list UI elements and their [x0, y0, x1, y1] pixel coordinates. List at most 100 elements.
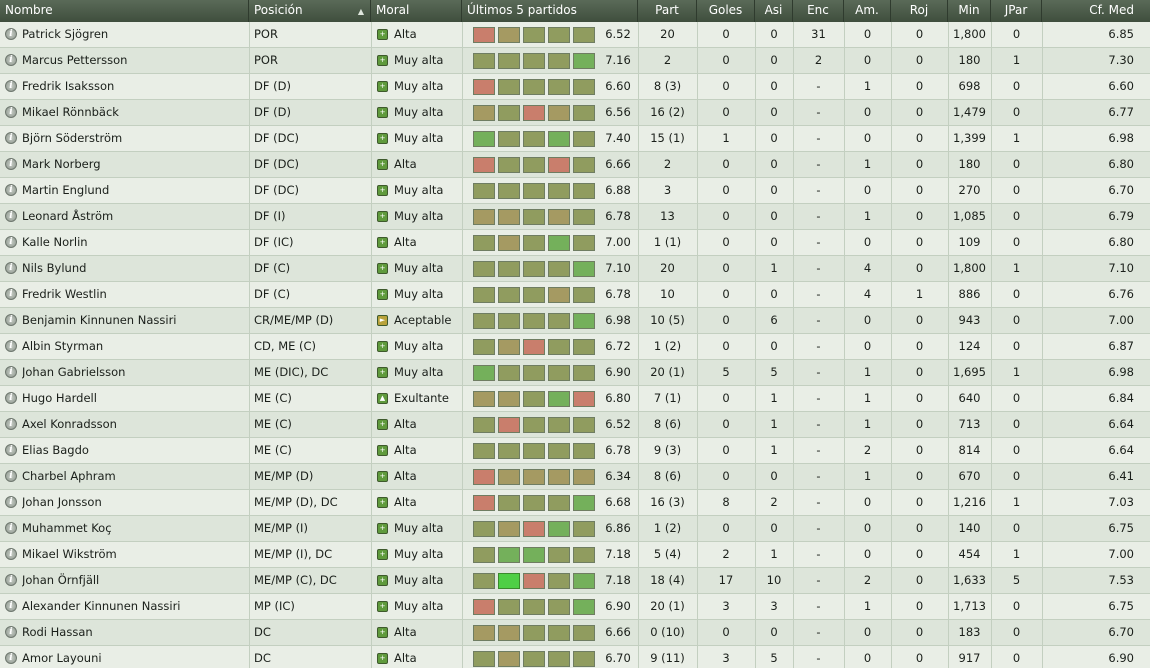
- player-name[interactable]: Patrick Sjögren: [22, 27, 109, 41]
- player-name[interactable]: Johan Gabrielsson: [22, 365, 126, 379]
- table-row[interactable]: i + Charbel Aphram ME/MP (D) Alta 6.34 8 (6) 0 0…: [0, 464, 1150, 490]
- form-box-good[interactable]: [573, 599, 595, 615]
- column-header-red[interactable]: Roj: [891, 0, 948, 22]
- form-box-bad[interactable]: [523, 521, 545, 537]
- table-row[interactable]: i + Muhammet Koç ME/MP (I) Muy alta 6.86 1 (2)…: [0, 516, 1150, 542]
- form-box-fair[interactable]: [573, 443, 595, 459]
- form-box-fair[interactable]: [548, 625, 570, 641]
- form-box-fair[interactable]: [523, 235, 545, 251]
- info-icon[interactable]: i: [5, 600, 17, 612]
- form-box-fair[interactable]: [473, 547, 495, 563]
- table-row[interactable]: i + Fredrik Isaksson DF (D) Muy alta 6.60 8 (3…: [0, 74, 1150, 100]
- form-box-avg[interactable]: [473, 209, 495, 225]
- table-row[interactable]: i + Alexander Kinnunen Nassiri MP (IC) Muy a…: [0, 594, 1150, 620]
- form-box-avg[interactable]: [498, 521, 520, 537]
- form-box-good[interactable]: [473, 365, 495, 381]
- info-icon[interactable]: i: [5, 54, 17, 66]
- form-box-fair[interactable]: [548, 79, 570, 95]
- player-name[interactable]: Elias Bagdo: [22, 443, 89, 457]
- form-box-avg[interactable]: [498, 235, 520, 251]
- player-name[interactable]: Charbel Aphram: [22, 469, 116, 483]
- form-box-good[interactable]: [573, 313, 595, 329]
- column-header-assists[interactable]: Asi: [755, 0, 793, 22]
- form-box-good[interactable]: [473, 131, 495, 147]
- info-icon[interactable]: i: [5, 418, 17, 430]
- form-box-fair[interactable]: [498, 261, 520, 277]
- form-box-fair[interactable]: [498, 287, 520, 303]
- info-icon[interactable]: i: [5, 574, 17, 586]
- table-row[interactable]: i + Johan Örnfjäll ME/MP (C), DC Muy alta 7.1…: [0, 568, 1150, 594]
- form-box-fair[interactable]: [573, 547, 595, 563]
- player-name[interactable]: Marcus Pettersson: [22, 53, 128, 67]
- info-icon[interactable]: i: [5, 444, 17, 456]
- form-box-avg[interactable]: [548, 105, 570, 121]
- form-box-good[interactable]: [498, 547, 520, 563]
- form-box-fair[interactable]: [473, 53, 495, 69]
- form-box-fair[interactable]: [548, 443, 570, 459]
- form-box-avg[interactable]: [523, 469, 545, 485]
- info-icon[interactable]: i: [5, 288, 17, 300]
- form-box-fair[interactable]: [473, 235, 495, 251]
- info-icon[interactable]: i: [5, 236, 17, 248]
- form-box-avg[interactable]: [498, 391, 520, 407]
- form-box-fair[interactable]: [498, 443, 520, 459]
- info-icon[interactable]: i: [5, 652, 17, 664]
- form-box-avg[interactable]: [573, 469, 595, 485]
- form-box-bad[interactable]: [498, 417, 520, 433]
- table-row[interactable]: i + Axel Konradsson ME (C) Alta 6.52 8 (6) 0 1 - 1…: [0, 412, 1150, 438]
- form-box-avg[interactable]: [498, 339, 520, 355]
- info-icon[interactable]: i: [5, 366, 17, 378]
- form-box-fair[interactable]: [498, 131, 520, 147]
- form-box-fair[interactable]: [523, 53, 545, 69]
- player-name[interactable]: Axel Konradsson: [22, 417, 117, 431]
- column-header-avg-rating[interactable]: Cf. Med: [1042, 0, 1150, 22]
- form-box-avg[interactable]: [473, 105, 495, 121]
- form-box-good[interactable]: [573, 573, 595, 589]
- info-icon[interactable]: i: [5, 80, 17, 92]
- table-row[interactable]: i + Marcus Pettersson POR Muy alta 7.16 2 0 0 2 0 0…: [0, 48, 1150, 74]
- form-box-avg[interactable]: [498, 469, 520, 485]
- table-row[interactable]: i + Mikael Rönnbäck DF (D) Muy alta 6.56 16 (2…: [0, 100, 1150, 126]
- table-row[interactable]: i + Johan Jonsson ME/MP (D), DC Alta 6.68 16 (…: [0, 490, 1150, 516]
- form-box-avg[interactable]: [498, 27, 520, 43]
- info-icon[interactable]: i: [5, 340, 17, 352]
- form-box-good[interactable]: [548, 131, 570, 147]
- table-row[interactable]: i + Elias Bagdo ME (C) Alta 6.78 9 (3) 0 1 - 2 0 814…: [0, 438, 1150, 464]
- form-box-fair[interactable]: [548, 339, 570, 355]
- column-header-jpar[interactable]: JPar: [991, 0, 1042, 22]
- column-header-position[interactable]: Posición ▲: [249, 0, 371, 22]
- info-icon[interactable]: i: [5, 548, 17, 560]
- form-box-good[interactable]: [573, 261, 595, 277]
- form-box-fair[interactable]: [473, 573, 495, 589]
- player-name[interactable]: Hugo Hardell: [22, 391, 97, 405]
- form-box-fair[interactable]: [523, 313, 545, 329]
- table-row[interactable]: i + Mark Norberg DF (DC) Alta 6.66 2 0 0 - 1 0 180 0 6…: [0, 152, 1150, 178]
- form-box-fair[interactable]: [523, 391, 545, 407]
- form-box-fair[interactable]: [548, 651, 570, 667]
- table-row[interactable]: i + Patrick Sjögren POR Alta 6.52 20 0 0 31 0 0 1,80…: [0, 22, 1150, 48]
- player-name[interactable]: Albin Styrman: [22, 339, 104, 353]
- form-box-fair[interactable]: [548, 261, 570, 277]
- form-box-good[interactable]: [523, 547, 545, 563]
- form-box-bad[interactable]: [473, 495, 495, 511]
- column-header-apps[interactable]: Part: [638, 0, 697, 22]
- player-name[interactable]: Johan Jonsson: [22, 495, 102, 509]
- form-box-bad[interactable]: [523, 339, 545, 355]
- form-box-fair[interactable]: [498, 495, 520, 511]
- form-box-bad[interactable]: [473, 157, 495, 173]
- form-box-fair[interactable]: [548, 183, 570, 199]
- player-name[interactable]: Nils Bylund: [22, 261, 87, 275]
- form-box-fair[interactable]: [573, 235, 595, 251]
- form-box-avg[interactable]: [548, 287, 570, 303]
- form-box-avg[interactable]: [473, 625, 495, 641]
- player-name[interactable]: Alexander Kinnunen Nassiri: [22, 599, 181, 613]
- form-box-avg[interactable]: [498, 625, 520, 641]
- form-box-fair[interactable]: [573, 651, 595, 667]
- player-name[interactable]: Mikael Wikström: [22, 547, 117, 561]
- form-box-avg[interactable]: [548, 209, 570, 225]
- column-header-name[interactable]: Nombre: [0, 0, 249, 22]
- form-box-avg[interactable]: [473, 391, 495, 407]
- form-box-fair[interactable]: [473, 521, 495, 537]
- form-box-good[interactable]: [548, 235, 570, 251]
- table-row[interactable]: i + Nils Bylund DF (C) Muy alta 7.10 20 0 1 - 4 0 1,…: [0, 256, 1150, 282]
